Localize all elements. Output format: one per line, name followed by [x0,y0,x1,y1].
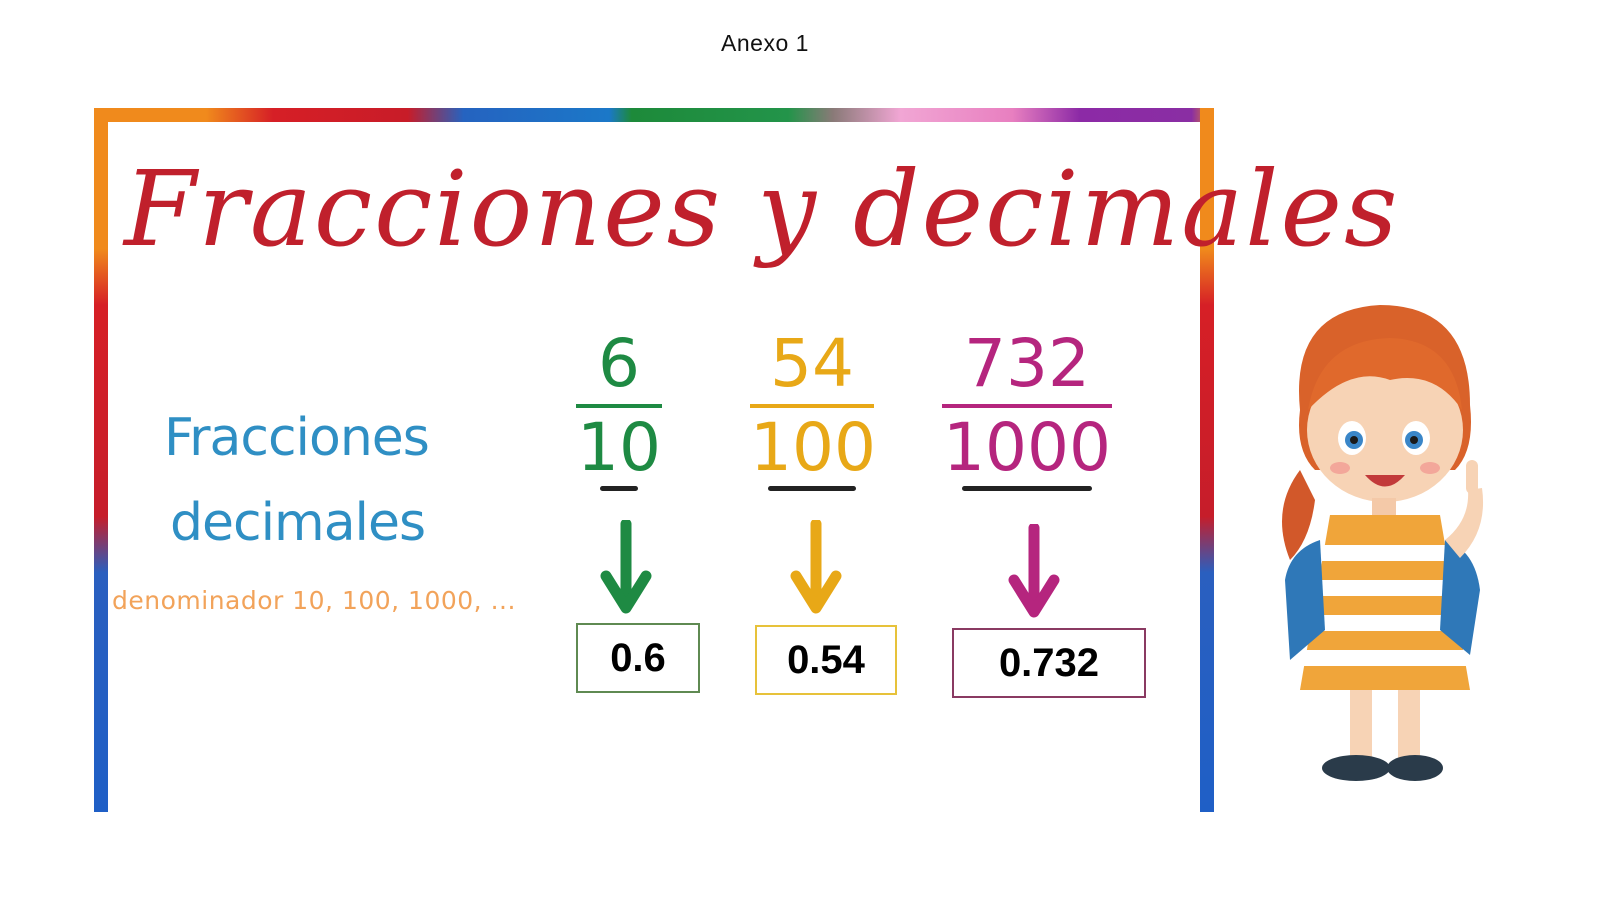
down-arrow-icon [1008,524,1060,618]
fraction-3-bar [942,404,1112,408]
label-fracciones: Fracciones [164,408,430,468]
fraction-1-underline [600,486,638,491]
fraction-3: 732 1000 [942,328,1112,491]
fraction-1-denominator: 10 [577,409,661,486]
girl-illustration [1282,305,1484,781]
fraction-1: 6 10 [576,328,662,491]
fraction-1-bar [576,404,662,408]
poster-frame-right [1200,108,1214,812]
fraction-3-numerator: 732 [964,325,1090,402]
fraction-3-underline [962,486,1092,491]
page-heading: Anexo 1 [721,30,809,56]
poster-title: Fracciones y decimales [124,148,1400,270]
fraction-2-numerator: 54 [770,325,854,402]
fraction-1-numerator: 6 [598,325,640,402]
denominator-note: denominador 10, 100, 1000, ... [112,586,516,615]
decimal-answer-3: 0.732 [952,628,1146,698]
decimal-answer-2: 0.54 [755,625,897,695]
poster-frame-left [94,108,108,812]
label-decimales: decimales [170,493,426,553]
fraction-2-denominator: 100 [750,409,876,486]
fraction-3-denominator: 1000 [943,409,1111,486]
fraction-2-bar [750,404,874,408]
down-arrow-icon [790,520,842,614]
down-arrow-icon [600,520,652,614]
fraction-2: 54 100 [750,325,876,491]
decimal-answer-1: 0.6 [576,623,700,693]
poster: Fracciones y decimales Fracciones decima… [94,108,1400,812]
fraction-2-underline [768,486,856,491]
poster-frame-top [94,108,1214,122]
